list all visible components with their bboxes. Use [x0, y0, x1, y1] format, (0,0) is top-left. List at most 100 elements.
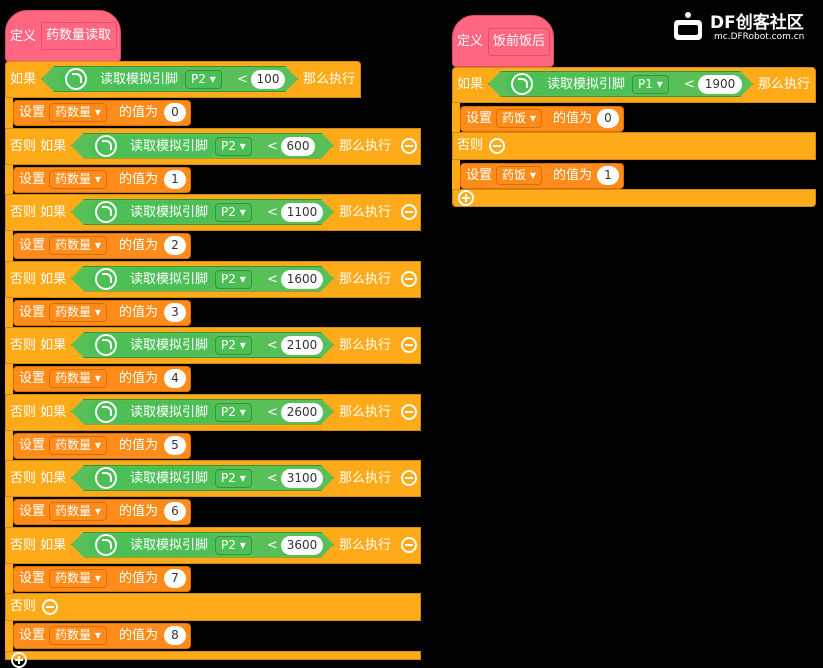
value-label: 的值为 — [119, 628, 159, 643]
sensor-label: 读取模拟引脚 — [130, 271, 209, 287]
var-dropdown[interactable]: 药数量 ▾ — [49, 435, 107, 455]
less-than-operator: < — [237, 72, 248, 87]
pin-dropdown[interactable]: P2 ▾ — [215, 136, 252, 156]
set-block[interactable] — [460, 106, 624, 132]
threshold-input[interactable]: 1100 — [281, 203, 323, 222]
then-label: 那么执行 — [339, 205, 392, 220]
threshold-input[interactable]: 2600 — [281, 402, 323, 422]
value-input[interactable]: 1 — [597, 166, 619, 185]
value-input[interactable]: 0 — [597, 109, 619, 128]
else-label: 否则 — [457, 138, 484, 153]
value-input[interactable]: 6 — [164, 502, 186, 521]
var-dropdown[interactable]: 药数量 ▾ — [49, 626, 107, 645]
else-if-label: 否则 如果 — [10, 338, 67, 353]
else-block[interactable] — [5, 593, 421, 621]
branch-rail — [5, 297, 13, 328]
var-dropdown[interactable]: 药数量 ▾ — [49, 103, 107, 122]
set-label: 设置 — [19, 171, 46, 187]
sensor-inner — [505, 73, 635, 95]
sensor-inner — [88, 467, 216, 489]
then-label: 那么执行 — [758, 77, 811, 92]
remove-branch-icon[interactable] — [401, 536, 417, 553]
pin-dropdown[interactable]: P2 ▾ — [215, 469, 252, 488]
add-branch-icon[interactable] — [11, 652, 27, 668]
remove-branch-icon[interactable] — [489, 138, 505, 154]
else-if-label: 否则 如果 — [10, 205, 67, 220]
threshold-input[interactable]: 2100 — [281, 336, 323, 355]
pin-dropdown[interactable]: P2 ▾ — [215, 203, 252, 222]
set-block[interactable] — [460, 163, 624, 189]
var-dropdown[interactable]: 药数量 ▾ — [49, 369, 107, 388]
remove-branch-icon[interactable] — [401, 204, 417, 220]
sensor-label: 读取模拟引脚 — [130, 537, 209, 553]
remove-branch-icon[interactable] — [401, 337, 417, 353]
pin-dropdown[interactable]: P2 ▾ — [215, 269, 252, 289]
sensor-label: 读取模拟引脚 — [100, 72, 179, 87]
sensor-inner — [88, 533, 216, 556]
value-input[interactable]: 1 — [164, 169, 186, 189]
threshold-input[interactable]: 600 — [281, 136, 315, 156]
else-if-label: 否则 如果 — [10, 471, 67, 486]
threshold-input[interactable]: 100 — [251, 70, 285, 89]
threshold-input[interactable]: 1900 — [698, 75, 742, 94]
pin-dropdown[interactable]: P2 ▾ — [215, 402, 252, 422]
if-label: 如果 — [457, 77, 484, 92]
set-label: 设置 — [466, 111, 493, 126]
remove-branch-icon[interactable] — [401, 403, 417, 420]
logo-brand: DF创客社区 — [710, 13, 804, 33]
value-input[interactable]: 5 — [164, 435, 186, 455]
branch-rail — [5, 621, 13, 655]
proc-name: 饭前饭后 — [493, 34, 546, 49]
analog-sensor-icon — [95, 267, 117, 290]
less-than-operator: < — [267, 471, 278, 486]
analog-sensor-icon — [95, 334, 117, 356]
remove-branch-icon[interactable] — [401, 137, 417, 154]
var-dropdown[interactable]: 药数量 ▾ — [49, 568, 107, 588]
sensor-label: 读取模拟引脚 — [130, 138, 209, 154]
less-than-operator: < — [267, 271, 278, 287]
sensor-inner — [58, 68, 186, 90]
sensor-label: 读取模拟引脚 — [547, 77, 626, 92]
proc-name-box[interactable] — [41, 22, 117, 50]
var-dropdown[interactable]: 药数量 ▾ — [49, 502, 107, 521]
var-dropdown[interactable]: 药数量 ▾ — [49, 169, 107, 189]
pin-dropdown[interactable]: P1 ▾ — [632, 75, 669, 94]
else-if-label: 否则 如果 — [10, 271, 67, 287]
sensor-label: 读取模拟引脚 — [130, 205, 209, 220]
analog-sensor-icon — [95, 467, 117, 489]
pin-dropdown[interactable]: P2 ▾ — [215, 535, 252, 555]
value-input[interactable]: 2 — [164, 236, 186, 255]
else-if-label: 否则 如果 — [10, 537, 67, 553]
sensor-inner — [88, 267, 216, 290]
set-label: 设置 — [19, 628, 46, 643]
then-label: 那么执行 — [339, 471, 392, 486]
set-label: 设置 — [19, 504, 46, 519]
else-block[interactable] — [452, 132, 816, 160]
value-input[interactable]: 8 — [164, 626, 186, 645]
then-label: 那么执行 — [339, 537, 392, 553]
then-label: 那么执行 — [339, 338, 392, 353]
define-label: 定义 — [10, 29, 37, 44]
remove-branch-icon[interactable] — [42, 599, 58, 615]
remove-branch-icon[interactable] — [401, 470, 417, 486]
value-input[interactable]: 3 — [164, 302, 186, 322]
value-input[interactable]: 0 — [164, 103, 186, 122]
pin-dropdown[interactable]: P2 ▾ — [215, 336, 252, 355]
var-dropdown[interactable]: 药饭 ▾ — [496, 166, 542, 185]
add-branch-icon[interactable] — [458, 190, 474, 206]
var-dropdown[interactable]: 药数量 ▾ — [49, 236, 107, 255]
value-input[interactable]: 4 — [164, 369, 186, 388]
proc-name-box[interactable] — [488, 28, 550, 56]
remove-branch-icon[interactable] — [401, 270, 417, 287]
sensor-inner — [88, 400, 216, 423]
define-label: 定义 — [457, 34, 484, 49]
value-input[interactable]: 7 — [164, 568, 186, 588]
var-dropdown[interactable]: 药数量 ▾ — [49, 302, 107, 322]
threshold-input[interactable]: 1600 — [281, 269, 323, 289]
threshold-input[interactable]: 3100 — [281, 469, 323, 488]
var-dropdown[interactable]: 药饭 ▾ — [496, 109, 542, 128]
pin-dropdown[interactable]: P2 ▾ — [185, 70, 222, 89]
threshold-input[interactable]: 3600 — [281, 535, 323, 555]
then-label: 那么执行 — [303, 72, 356, 87]
branch-rail — [5, 563, 13, 594]
